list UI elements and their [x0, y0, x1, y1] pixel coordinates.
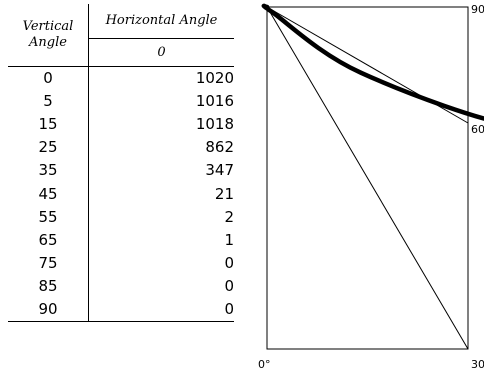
table-row: 0 1020 — [8, 66, 234, 91]
candela-table-body: 0 1020 5 1016 15 1018 25 862 35 347 45 21 55 2 65 1 75 0 8… — [8, 66, 234, 323]
angle-label-90: 90° — [471, 3, 484, 16]
vertical-angle-header: Vertical Angle — [8, 4, 89, 67]
vertical-angle-cell: 45 — [8, 182, 89, 206]
table-row: 75 0 — [8, 251, 234, 275]
table-row: 85 0 — [8, 274, 234, 298]
table-row: 55 2 — [8, 205, 234, 229]
table-row: 35 347 — [8, 159, 234, 183]
angle-label-30: 30° — [471, 358, 484, 371]
table-row: 45 21 — [8, 182, 234, 206]
candela-table-wrapper: Vertical Angle Horizontal Angle 0 0 1020 5… — [8, 4, 234, 323]
ray-30-degree — [266, 6, 469, 350]
curve-point — [265, 5, 270, 10]
horizontal-angle-header: Horizontal Angle — [88, 4, 234, 40]
angle-label-60: 60° — [471, 123, 484, 136]
candela-value-cell: 1018 — [195, 115, 234, 134]
candela-value-cell: 0 — [88, 297, 234, 323]
candela-table: Vertical Angle Horizontal Angle 0 0 1020 5… — [8, 4, 234, 323]
vertical-angle-cell: 5 — [8, 90, 89, 114]
vertical-angle-cell: 55 — [8, 205, 89, 229]
table-row: 15 1018 — [8, 113, 234, 137]
table-row: 25 862 — [8, 136, 234, 160]
candela-value-cell: 862 — [205, 138, 234, 157]
chart-frame — [266, 6, 469, 350]
vertical-angle-header-text: Vertical Angle — [22, 19, 74, 50]
candela-value-cell: 1016 — [195, 92, 234, 111]
vertical-angle-cell: 85 — [8, 274, 89, 298]
angle-label-0: 0° — [258, 358, 271, 371]
vertical-angle-cell: 35 — [8, 159, 89, 183]
curve-point — [269, 9, 274, 14]
candela-value-cell: 0 — [224, 253, 234, 272]
vertical-angle-cell: 65 — [8, 228, 89, 252]
vertical-angle-cell: 75 — [8, 251, 89, 275]
candela-value-cell: 1020 — [195, 69, 234, 88]
candela-distribution-chart: 0° 30° 60° 90° — [258, 3, 484, 371]
table-row: 90 0 — [8, 297, 234, 323]
table-row: 65 1 — [8, 228, 234, 252]
curve-point — [358, 70, 363, 75]
vertical-angle-cell: 90 — [8, 297, 89, 323]
vertical-angle-cell: 0 — [8, 66, 89, 91]
candela-value-cell: 1 — [224, 230, 234, 249]
table-row: 5 1016 — [8, 90, 234, 114]
candela-value-cell: 21 — [214, 184, 234, 203]
horizontal-angle-subheader: 0 — [88, 38, 234, 67]
candela-value-cell: 347 — [205, 161, 234, 180]
candela-value-cell: 2 — [224, 207, 234, 226]
curve-layer — [261, 3, 484, 121]
vertical-angle-cell: 25 — [8, 136, 89, 160]
vertical-angle-cell: 15 — [8, 113, 89, 137]
candela-value-cell: 0 — [224, 276, 234, 295]
